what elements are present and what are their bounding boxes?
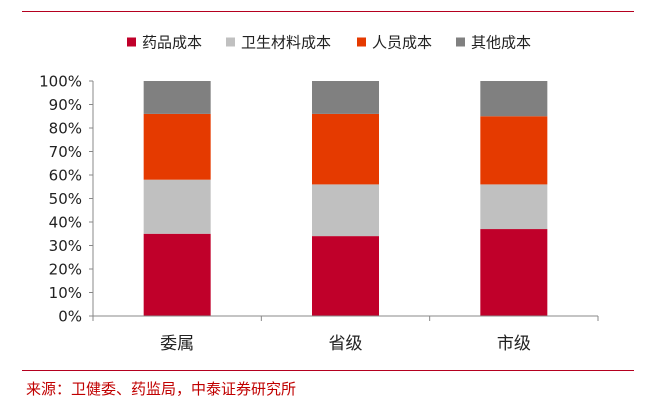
legend: 药品成本 卫生材料成本 人员成本 其他成本 xyxy=(127,34,531,52)
x-axis: 委属 省级 市级 xyxy=(92,315,599,354)
bar-segment xyxy=(312,81,379,114)
y-axis: 0% 10% 20% 30% 40% 50% 60% 70% 80% 90% 100% xyxy=(39,73,94,326)
y-tick-label: 80% xyxy=(49,120,82,138)
y-tick-label: 100% xyxy=(39,73,82,91)
y-tick-label: 20% xyxy=(49,261,82,279)
bars xyxy=(143,81,548,316)
bar-segment xyxy=(143,233,211,316)
y-tick-label: 50% xyxy=(49,190,82,208)
y-tick-label: 10% xyxy=(49,284,82,302)
top-divider xyxy=(22,11,634,12)
legend-swatch xyxy=(357,37,366,47)
legend-label: 人员成本 xyxy=(372,34,432,52)
bar-segment xyxy=(480,116,548,185)
y-tick-label: 70% xyxy=(49,143,82,161)
y-tick-label: 0% xyxy=(58,308,82,326)
legend-swatch xyxy=(127,37,136,47)
legend-label: 卫生材料成本 xyxy=(241,34,331,52)
bar-segment xyxy=(143,113,211,180)
bar-segment xyxy=(480,81,548,117)
legend-label: 其他成本 xyxy=(471,34,531,52)
legend-swatch xyxy=(226,37,235,47)
x-category-label: 省级 xyxy=(329,334,363,354)
source-note: 来源：卫健委、药监局，中泰证券研究所 xyxy=(26,380,297,398)
bar-segment xyxy=(143,81,211,114)
x-category-label: 市级 xyxy=(497,334,531,354)
bottom-divider xyxy=(22,370,634,371)
bar-segment xyxy=(312,236,379,316)
bar-segment xyxy=(312,184,379,237)
y-tick-label: 60% xyxy=(49,167,82,185)
legend-swatch xyxy=(456,37,465,47)
legend-label: 药品成本 xyxy=(142,34,202,52)
y-tick-label: 30% xyxy=(49,237,82,255)
bar-segment xyxy=(143,179,211,234)
bar-segment xyxy=(480,184,548,230)
bar-segment xyxy=(312,113,379,185)
y-tick-label: 40% xyxy=(49,214,82,232)
x-category-label: 委属 xyxy=(160,334,194,354)
y-tick-label: 90% xyxy=(49,96,82,114)
stacked-bar-chart: 药品成本 卫生材料成本 人员成本 其他成本 0% 10% 20% 30% 40% 50% 60% 7… xyxy=(39,34,599,354)
bar-segment xyxy=(480,229,548,316)
